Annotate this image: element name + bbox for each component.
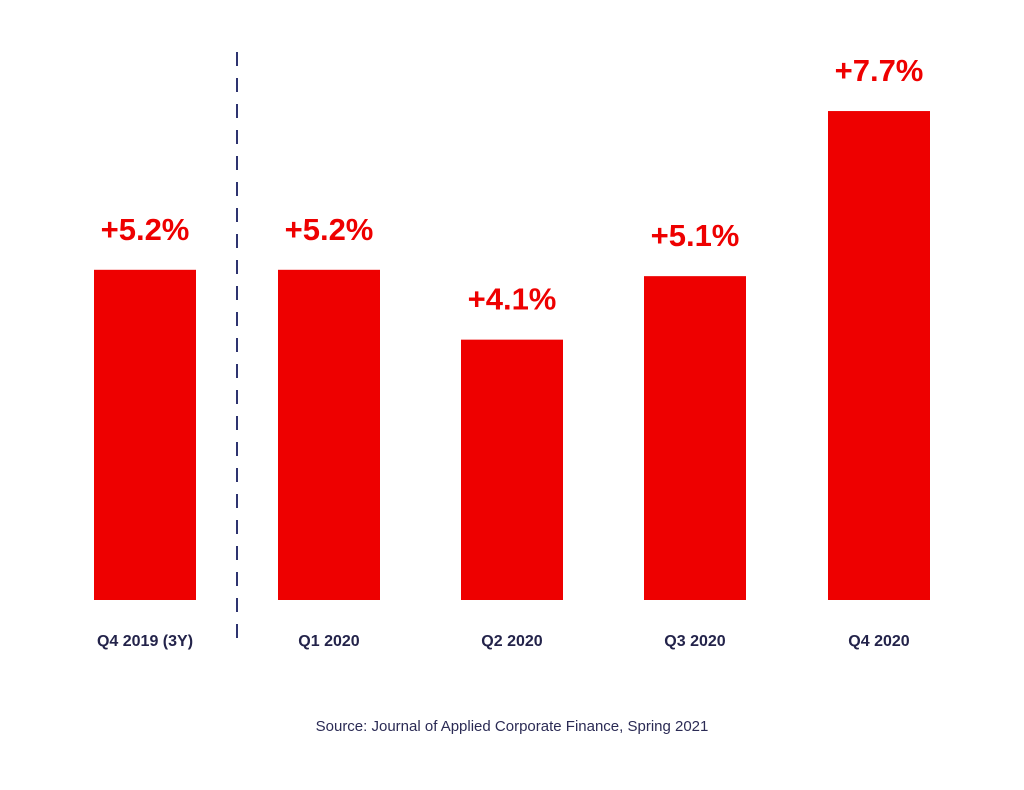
data-label: +5.2%: [101, 212, 190, 247]
data-label: +4.1%: [468, 282, 557, 317]
x-tick-label: Q2 2020: [481, 633, 542, 650]
bar: [644, 276, 746, 600]
x-tick-label: Q4 2020: [848, 633, 909, 650]
bar: [278, 269, 380, 600]
data-label: +5.1%: [651, 218, 740, 253]
bar: [828, 111, 930, 601]
data-label: +7.7%: [835, 53, 924, 88]
x-tick-label: Q1 2020: [298, 633, 359, 650]
data-label: +5.2%: [285, 212, 374, 247]
source-note: Source: Journal of Applied Corporate Fin…: [315, 718, 709, 735]
x-tick-label: Q3 2020: [664, 633, 725, 650]
x-tick-label: Q4 2019 (3Y): [97, 633, 193, 650]
bar: [461, 339, 563, 600]
bar: [94, 269, 196, 600]
